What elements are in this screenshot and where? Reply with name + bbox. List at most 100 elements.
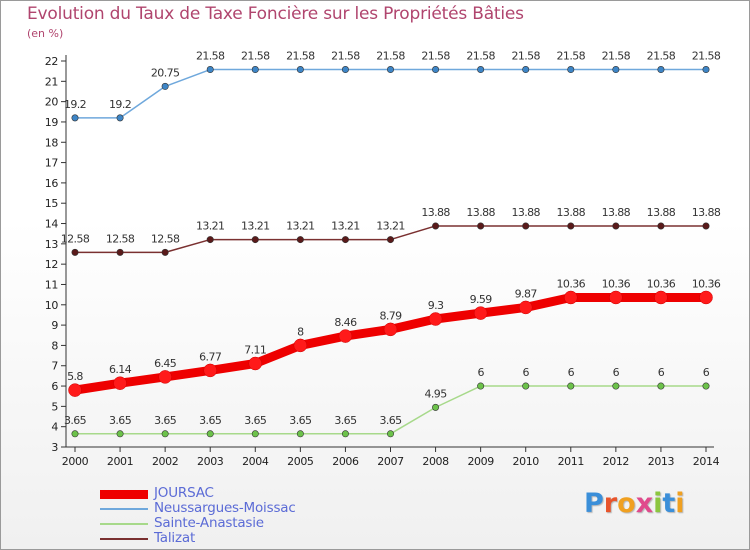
- data-point: [473, 306, 488, 320]
- data-point: [116, 430, 124, 438]
- data-label: 13.21: [241, 220, 270, 233]
- y-tick-label: 7: [51, 360, 58, 373]
- data-label: 12.58: [106, 232, 135, 245]
- logo-letter: i: [675, 488, 685, 519]
- data-label: 6: [523, 366, 530, 379]
- x-tick-label: 2010: [513, 455, 540, 468]
- x-tick-label: 2008: [422, 455, 449, 468]
- data-label: 13.88: [692, 206, 721, 219]
- y-tick-label: 9: [51, 319, 58, 332]
- data-point: [383, 322, 398, 337]
- data-label: 6: [568, 366, 575, 379]
- data-label: 5.8: [67, 370, 83, 383]
- data-point: [251, 66, 259, 74]
- data-point: [203, 363, 217, 378]
- data-label: 21.58: [421, 50, 450, 63]
- y-tick-label: 8: [51, 339, 58, 352]
- data-label: 6.45: [154, 357, 177, 370]
- data-point: [522, 222, 530, 230]
- data-point: [432, 403, 440, 411]
- data-label: 21.58: [602, 50, 631, 63]
- data-point: [612, 382, 620, 390]
- data-point: [609, 290, 623, 305]
- data-label: 3.65: [199, 414, 222, 427]
- chart-unit-label: (en %): [27, 27, 64, 40]
- data-point: [206, 236, 214, 244]
- data-point: [477, 66, 485, 74]
- data-point: [567, 222, 575, 230]
- data-label: 12.58: [61, 232, 90, 245]
- data-label: 3.65: [109, 414, 132, 427]
- legend-swatch: [100, 523, 148, 525]
- data-point: [518, 300, 533, 315]
- data-point: [567, 382, 575, 390]
- data-point: [432, 66, 440, 74]
- logo-letter: P: [584, 488, 604, 519]
- y-tick-label: 20: [45, 96, 59, 109]
- legend-item: Neussargues-Moissac: [100, 500, 420, 517]
- data-label: 6.14: [109, 363, 132, 376]
- data-label: 21.58: [241, 50, 270, 63]
- x-tick-label: 2007: [377, 455, 404, 468]
- legend-swatch: [100, 538, 148, 540]
- y-tick-label: 3: [51, 441, 58, 454]
- x-tick-label: 2009: [467, 455, 494, 468]
- data-label: 12.58: [151, 232, 180, 245]
- legend-swatch: [100, 508, 148, 510]
- data-point: [248, 356, 263, 371]
- data-point: [161, 248, 169, 256]
- legend-swatch: [100, 489, 148, 499]
- proxiti-logo: Proxiti: [584, 488, 685, 519]
- data-point: [702, 382, 710, 390]
- data-label: 10.36: [647, 277, 676, 290]
- data-label: 21.58: [286, 50, 315, 63]
- logo-letter: i: [653, 488, 663, 519]
- data-point: [71, 430, 79, 438]
- data-point: [477, 382, 485, 390]
- data-point: [477, 222, 485, 230]
- y-tick-label: 21: [45, 75, 58, 88]
- data-point: [522, 66, 530, 74]
- data-point: [612, 222, 620, 230]
- data-point: [564, 290, 578, 305]
- data-point: [522, 382, 530, 390]
- data-label: 19.2: [64, 98, 86, 111]
- data-point: [702, 222, 710, 230]
- data-point: [206, 66, 214, 74]
- data-point: [161, 82, 169, 90]
- data-label: 13.88: [466, 206, 495, 219]
- data-label: 21.58: [196, 50, 225, 63]
- data-point: [296, 236, 304, 244]
- chart-title: Evolution du Taux de Taxe Foncière sur l…: [27, 4, 524, 24]
- data-point: [657, 382, 665, 390]
- data-label: 13.88: [602, 206, 631, 219]
- data-label: 21.58: [376, 50, 405, 63]
- data-label: 3.65: [154, 414, 177, 427]
- x-tick-label: 2006: [332, 455, 359, 468]
- data-point: [338, 329, 353, 343]
- data-label: 4.95: [425, 387, 448, 400]
- data-point: [657, 66, 665, 74]
- data-label: 9.3: [428, 299, 444, 312]
- data-point: [71, 114, 79, 122]
- data-point: [386, 236, 394, 244]
- data-point: [699, 290, 713, 305]
- data-point: [68, 383, 82, 397]
- data-label: 6.77: [199, 350, 222, 363]
- x-tick-label: 2013: [648, 455, 675, 468]
- data-label: 20.75: [151, 66, 180, 79]
- legend-label: Neussargues-Moissac: [154, 500, 296, 516]
- legend-item: Talizat: [100, 530, 420, 547]
- x-tick-label: 2005: [287, 455, 314, 468]
- data-label: 6: [703, 366, 710, 379]
- data-point: [341, 236, 349, 244]
- data-label: 7.11: [244, 344, 266, 357]
- data-label: 3.65: [64, 414, 87, 427]
- x-tick-label: 2004: [242, 455, 269, 468]
- data-point: [158, 370, 172, 384]
- legend: JOURSAC Neussargues-Moissac Sainte-Anastas…: [100, 485, 420, 547]
- data-point: [341, 430, 349, 438]
- legend-label: JOURSAC: [154, 485, 214, 501]
- data-point: [251, 236, 259, 244]
- data-label: 9.87: [515, 287, 538, 300]
